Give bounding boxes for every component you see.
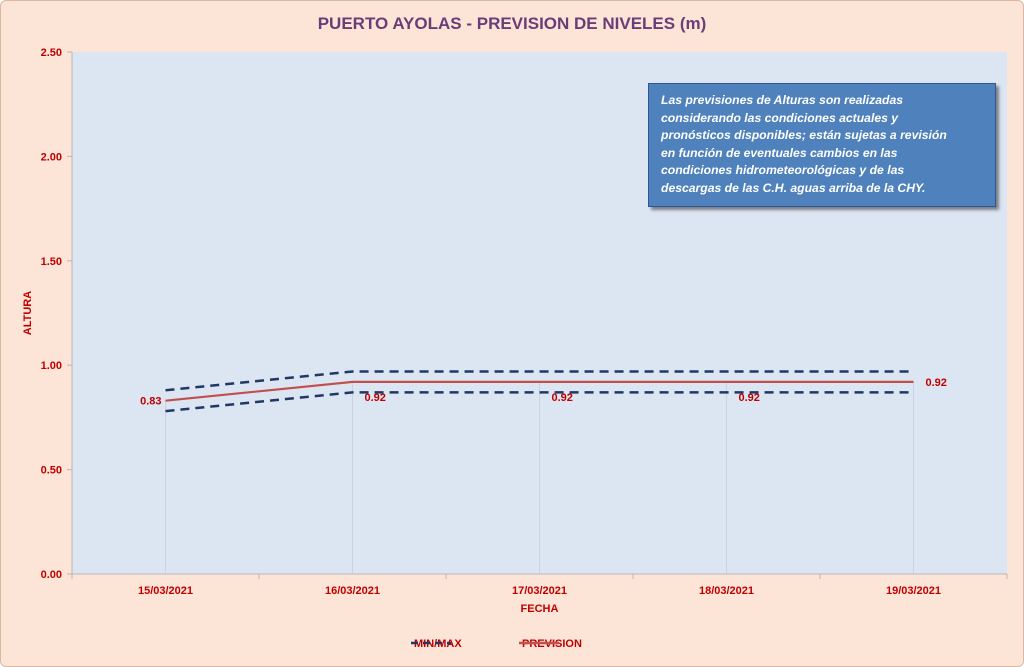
data-label: 0.92 <box>739 392 760 404</box>
x-tick-label: 19/03/2021 <box>886 585 941 597</box>
x-tick-label: 16/03/2021 <box>325 585 380 597</box>
chart-title: PUERTO AYOLAS - PREVISION DE NIVELES (m) <box>317 14 707 33</box>
x-tick-label: 17/03/2021 <box>512 585 567 597</box>
series-line-prevision <box>165 380 914 402</box>
y-axis-title: ALTURA <box>22 291 34 335</box>
y-tick-label: 0.00 <box>41 569 62 581</box>
y-tick-label: 1.00 <box>41 360 62 372</box>
y-tick-label: 2.00 <box>41 151 62 163</box>
x-tick-label: 15/03/2021 <box>138 585 193 597</box>
data-label: 0.92 <box>365 392 386 404</box>
data-label: 0.83 <box>140 396 161 408</box>
y-tick-label: 0.50 <box>41 465 62 477</box>
data-label: 0.92 <box>926 377 947 389</box>
legend-item-minmax: MIN/MAX <box>410 638 462 650</box>
series-line-min <box>165 391 914 413</box>
y-tick-label: 1.50 <box>41 256 62 268</box>
chart-legend: MIN/MAX PREVISION <box>0 638 1024 656</box>
legend-prevision-swatch <box>519 641 559 645</box>
x-tick-label: 18/03/2021 <box>699 585 754 597</box>
y-tick-label: 2.50 <box>41 47 62 59</box>
legend-item-prevision: PREVISION <box>518 638 582 650</box>
series-line-max <box>165 370 914 392</box>
data-label: 0.92 <box>552 392 573 404</box>
forecast-disclaimer-note: Las previsiones de Alturas son realizada… <box>648 83 996 207</box>
x-axis-title: FECHA <box>521 603 559 615</box>
legend-minmax-swatch <box>411 641 451 645</box>
